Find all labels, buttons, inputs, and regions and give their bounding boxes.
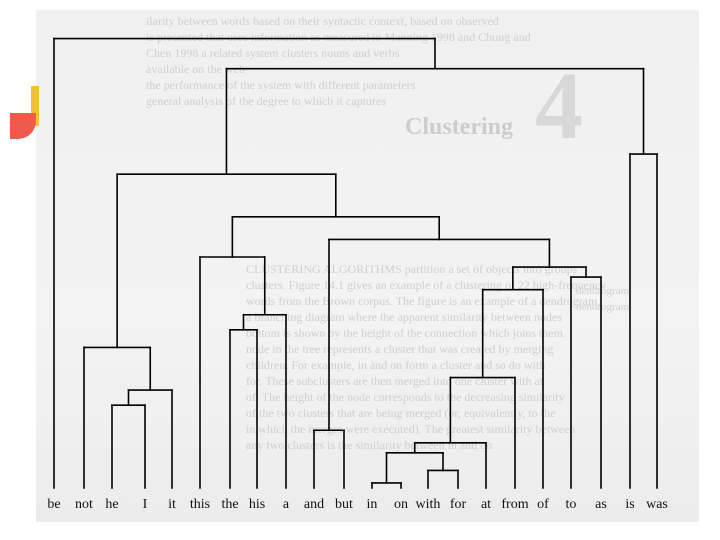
background-text-line: Chen 1998 a related system clusters noun… bbox=[146, 46, 400, 60]
background-text-line: clusters. Figure 14.1 gives an example o… bbox=[246, 278, 607, 292]
leaf-label-and: and bbox=[304, 497, 324, 512]
leaf-label-for: for bbox=[450, 497, 467, 512]
chapter-number: 4 bbox=[535, 52, 583, 159]
leaf-label-to: to bbox=[566, 497, 577, 512]
leaf-label-was: was bbox=[646, 497, 668, 512]
leaf-label-he: he bbox=[105, 497, 118, 512]
leaf-label-in: in bbox=[367, 497, 378, 512]
margin-label: dendrogram bbox=[576, 301, 630, 313]
leaf-label-of: of bbox=[537, 497, 549, 512]
background-text-line: bottom is shown by the height of the con… bbox=[246, 326, 566, 340]
leaf-label-is: is bbox=[625, 497, 634, 512]
background-text-line: the performance of the system with diffe… bbox=[146, 78, 416, 92]
leaf-label-not: not bbox=[75, 497, 93, 512]
leaf-label-his: his bbox=[249, 497, 265, 512]
background-text-line: available on the web bbox=[146, 62, 245, 76]
accent-bar bbox=[31, 86, 39, 126]
leaf-label-on: on bbox=[394, 497, 408, 512]
leaf-label-the: the bbox=[221, 497, 238, 512]
leaf-label-be: be bbox=[47, 497, 60, 512]
leaf-label-as: as bbox=[595, 497, 607, 512]
leaf-label-but: but bbox=[335, 497, 353, 512]
background-text-line: node in the tree represents a cluster th… bbox=[246, 342, 554, 356]
margin-label: dendrogram bbox=[576, 285, 630, 297]
background-text-line: any two clusters is the similarity betwe… bbox=[246, 438, 493, 452]
background-text-line: general analysis of the degree to which … bbox=[146, 94, 386, 108]
leaf-label-at: at bbox=[481, 497, 491, 512]
leaf-label-with: with bbox=[416, 497, 441, 512]
background-text-line: children. For example, in and on form a … bbox=[246, 358, 546, 372]
leaf-label-from: from bbox=[501, 497, 528, 512]
background-text-line: ilarity between words based on their syn… bbox=[146, 14, 499, 28]
book-page-background: ilarity between words based on their syn… bbox=[36, 10, 699, 522]
leaf-label-i: I bbox=[143, 497, 148, 512]
leaf-label-it: it bbox=[168, 497, 176, 512]
chapter-title: Clustering bbox=[405, 114, 513, 140]
leaf-label-this: this bbox=[190, 497, 210, 512]
background-text-line: words from the Brown corpus. The figure … bbox=[246, 294, 601, 308]
background-text-line: of the two clusters that are being merge… bbox=[246, 406, 556, 420]
leaf-label-a: a bbox=[283, 497, 290, 512]
background-text-line: of. The height of the node corresponds t… bbox=[246, 390, 565, 404]
